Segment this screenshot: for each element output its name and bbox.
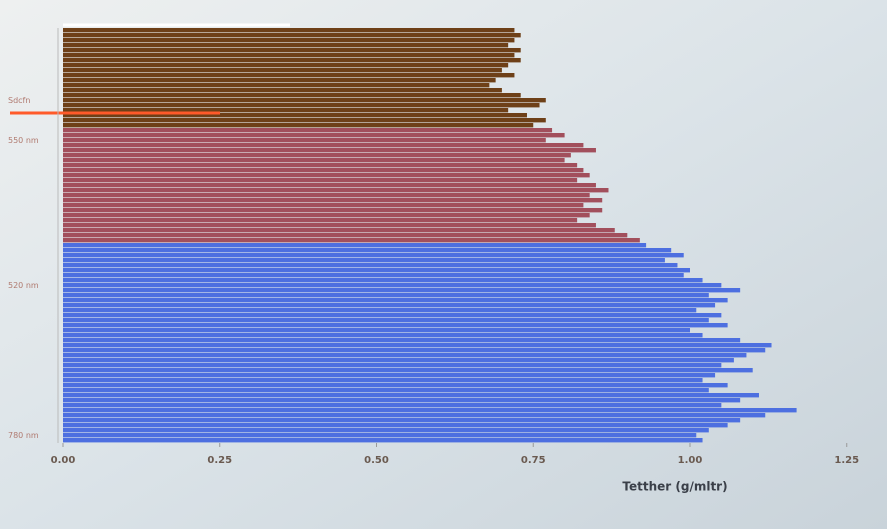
bar xyxy=(63,78,496,82)
bar xyxy=(63,278,703,282)
bar xyxy=(63,418,740,422)
bar xyxy=(63,128,552,132)
bar xyxy=(63,118,546,122)
bar xyxy=(63,378,703,382)
bar xyxy=(63,103,540,107)
bar xyxy=(63,333,703,337)
bar xyxy=(63,288,740,292)
bar xyxy=(63,368,753,372)
bar xyxy=(63,158,565,162)
bar xyxy=(63,43,508,47)
bar xyxy=(63,258,665,262)
bar xyxy=(63,253,684,257)
bar xyxy=(63,208,602,212)
bar xyxy=(63,263,677,267)
bar xyxy=(63,398,740,402)
bar xyxy=(63,123,533,127)
bar xyxy=(63,233,627,237)
bar xyxy=(63,58,521,62)
x-tick-label: 1.25 xyxy=(834,455,859,466)
bar xyxy=(63,178,577,182)
x-tick-label: 1.00 xyxy=(678,455,703,466)
bar xyxy=(63,28,514,32)
bar xyxy=(63,348,765,352)
bar xyxy=(63,353,746,357)
bar xyxy=(63,373,715,377)
bar xyxy=(63,168,583,172)
bar xyxy=(63,228,615,232)
bar xyxy=(63,68,502,72)
x-axis-label: Tetther (g/mltr) xyxy=(622,480,727,494)
bar xyxy=(63,223,596,227)
bar xyxy=(63,198,602,202)
bar xyxy=(63,83,489,87)
bar xyxy=(63,303,715,307)
bar xyxy=(63,93,521,97)
bar xyxy=(63,298,728,302)
bar xyxy=(63,318,709,322)
y-tick-label: Sdcfn xyxy=(8,96,30,105)
bar xyxy=(63,213,590,217)
chart: Tetther (g/mltr) 0.00 0.25 0.50 0.75 1.00 1.2… xyxy=(0,0,887,529)
bar xyxy=(63,343,772,347)
x-tick-label: 0.50 xyxy=(364,455,389,466)
bar xyxy=(63,283,721,287)
y-tick-label: 780 nm xyxy=(8,431,39,440)
x-tick-label: 0.75 xyxy=(521,455,546,466)
bar xyxy=(63,163,577,167)
bar xyxy=(63,138,546,142)
bar xyxy=(63,48,521,52)
bar xyxy=(63,313,721,317)
bar xyxy=(63,98,546,102)
bar xyxy=(63,328,690,332)
bar xyxy=(63,203,583,207)
bar xyxy=(63,173,590,177)
y-tick-label: 550 nm xyxy=(8,136,39,145)
bar xyxy=(63,243,646,247)
bar xyxy=(63,433,696,437)
bar xyxy=(63,218,577,222)
bar xyxy=(63,388,709,392)
bar xyxy=(63,188,608,192)
bar xyxy=(63,438,703,442)
bar xyxy=(63,358,734,362)
bar xyxy=(63,153,571,157)
bar xyxy=(63,193,590,197)
bar xyxy=(63,248,671,252)
bar xyxy=(63,383,728,387)
bar xyxy=(63,53,514,57)
bar xyxy=(63,323,728,327)
bar xyxy=(63,183,596,187)
bar xyxy=(63,413,765,417)
bar xyxy=(63,133,565,137)
x-tick-label: 0.25 xyxy=(207,455,232,466)
bar xyxy=(63,238,640,242)
bar xyxy=(63,143,583,147)
bar xyxy=(63,73,514,77)
bar xyxy=(63,268,690,272)
bar xyxy=(63,33,521,37)
bar xyxy=(63,423,728,427)
bar xyxy=(63,393,759,397)
bar xyxy=(63,408,797,412)
x-tick-label: 0.00 xyxy=(51,455,76,466)
bar xyxy=(63,308,696,312)
bar xyxy=(63,403,721,407)
y-tick-label: 520 nm xyxy=(8,281,39,290)
bar xyxy=(63,293,709,297)
bar xyxy=(63,363,721,367)
bar xyxy=(63,428,709,432)
bar xyxy=(63,273,684,277)
bar xyxy=(63,63,508,67)
bar xyxy=(63,148,596,152)
bar xyxy=(63,88,502,92)
bar xyxy=(63,338,740,342)
bar xyxy=(63,38,514,42)
